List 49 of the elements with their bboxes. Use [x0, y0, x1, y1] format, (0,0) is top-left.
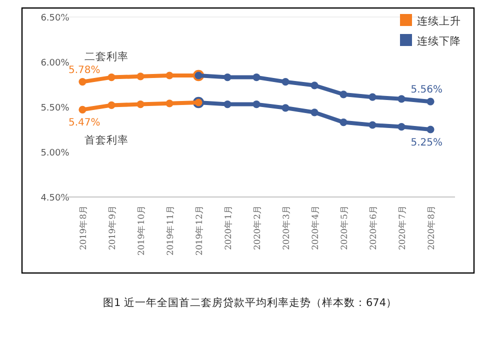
text: 图1 近一年全国首二套房贷款平均利率走势（样本数：674）	[102, 296, 398, 309]
y-tick-label: 5.00%	[40, 148, 70, 158]
x-tick-label: 2019年8月	[78, 205, 89, 250]
point	[310, 82, 318, 90]
point	[426, 98, 434, 106]
point	[368, 93, 376, 101]
point	[282, 78, 290, 86]
point	[426, 126, 434, 134]
x-tick-label: 2020年8月	[426, 205, 437, 250]
annotation: 二套利率	[84, 50, 128, 63]
point	[340, 118, 348, 126]
point	[108, 74, 116, 82]
data-label: 5.47%	[68, 118, 100, 129]
x-tick-label: 2019年12月	[194, 205, 205, 256]
x-tick-label: 2019年9月	[107, 205, 118, 250]
point	[166, 100, 174, 108]
legend-label: 连续下降	[417, 34, 461, 48]
point	[78, 106, 86, 114]
x-tick-label: 2020年7月	[397, 205, 408, 250]
point	[224, 100, 232, 108]
x-tick-label: 2020年4月	[310, 205, 321, 250]
point	[282, 104, 290, 112]
point	[78, 78, 86, 86]
point	[136, 72, 144, 80]
x-tick-label: 2020年2月	[252, 205, 263, 250]
x-tick-label: 2020年6月	[368, 205, 379, 250]
point	[108, 101, 116, 109]
point	[252, 74, 260, 82]
point	[252, 100, 260, 108]
x-tick-label: 2020年1月	[223, 205, 234, 250]
point	[340, 90, 348, 98]
legend-label: 连续上升	[417, 14, 461, 28]
point	[398, 95, 406, 103]
x-tick-label: 2019年10月	[136, 205, 147, 256]
y-tick-label: 6.00%	[40, 58, 70, 68]
x-tick-label: 2020年3月	[281, 205, 292, 250]
x-tick-label: 2020年5月	[339, 205, 350, 250]
data-label: 5.56%	[410, 84, 442, 96]
data-label: 5.78%	[68, 64, 100, 76]
annotation: 首套利率	[84, 134, 128, 147]
y-tick-label: 5.50%	[40, 104, 70, 114]
point	[368, 121, 376, 129]
data-label: 5.25%	[410, 138, 442, 148]
x-tick-label: 2019年11月	[165, 205, 176, 256]
point	[136, 100, 144, 108]
point	[310, 108, 318, 116]
point	[166, 72, 174, 80]
point	[398, 123, 406, 131]
point	[224, 74, 232, 82]
